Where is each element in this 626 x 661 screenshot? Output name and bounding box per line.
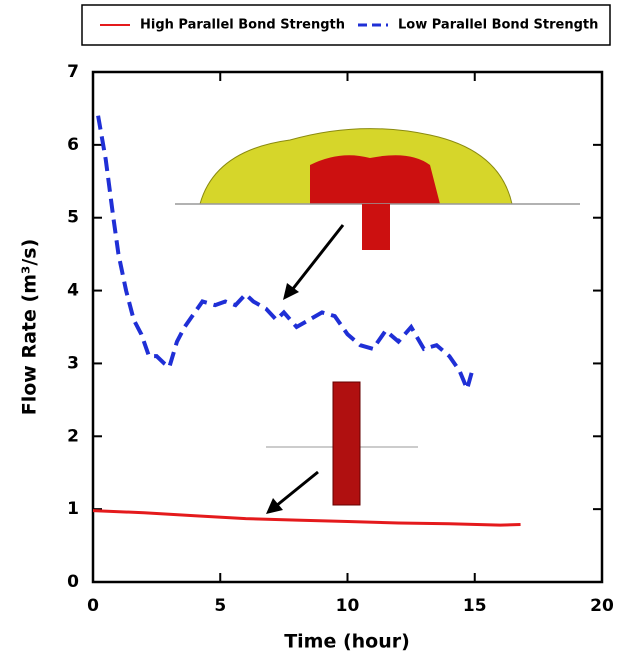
series-line <box>96 115 475 396</box>
inset-lower <box>266 381 418 506</box>
y-tick-label: 6 <box>67 135 79 155</box>
y-tick-label: 5 <box>67 208 79 228</box>
x-tick-label: 20 <box>590 596 614 616</box>
series-line <box>92 509 521 527</box>
y-tick-label: 4 <box>67 281 79 301</box>
x-tick-label: 10 <box>336 596 360 616</box>
x-tick-label: 0 <box>87 596 99 616</box>
inset-upper <box>175 128 580 250</box>
x-axis-label: Time (hour) <box>284 631 410 653</box>
y-tick-label: 7 <box>67 62 79 82</box>
y-tick-label: 2 <box>67 426 79 446</box>
legend-label: High Parallel Bond Strength <box>140 18 345 33</box>
y-tick-label: 3 <box>67 353 79 373</box>
legend-box <box>81 4 611 46</box>
y-tick-label: 1 <box>67 499 79 519</box>
arrows <box>266 224 345 514</box>
y-tick-label: 0 <box>67 572 79 592</box>
x-tick-label: 15 <box>463 596 487 616</box>
legend-label: Low Parallel Bond Strength <box>398 18 598 33</box>
y-axis-label: Flow Rate (m³/s) <box>19 239 41 415</box>
x-tick-label: 5 <box>214 596 226 616</box>
